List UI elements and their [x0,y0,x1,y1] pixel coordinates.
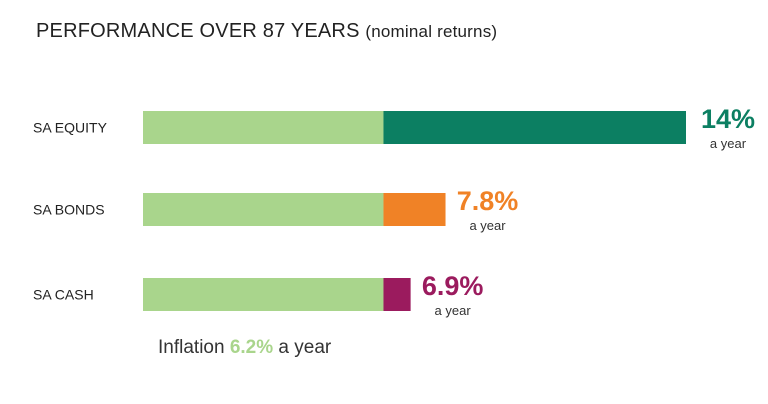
bar-sa-equity [383,111,686,144]
inflation-bar-sa-bonds [143,193,384,226]
inflation-bar-sa-equity [143,111,384,144]
unit-label-sa-bonds: a year [469,218,506,233]
value-label-sa-equity: 14% [701,104,755,134]
inflation-suffix: a year [278,337,332,358]
category-label-sa-equity: SA EQUITY [33,120,108,136]
value-label-sa-cash: 6.9% [422,271,484,301]
category-label-sa-cash: SA CASH [33,287,94,303]
inflation-prefix: Inflation [158,337,225,358]
value-label-sa-bonds: 7.8% [457,186,519,216]
inflation-note: Inflation 6.2% a year [158,337,331,359]
category-label-sa-bonds: SA BONDS [33,202,105,218]
chart-title: PERFORMANCE OVER 87 YEARS (nominal retur… [36,20,497,43]
chart-title-main: PERFORMANCE OVER 87 YEARS [36,20,360,42]
bar-sa-cash [383,278,411,311]
unit-label-sa-equity: a year [710,136,747,151]
bar-sa-bonds [383,193,446,226]
inflation-value: 6.2% [229,337,274,358]
chart-subtitle: (nominal returns) [365,22,498,41]
inflation-bar-sa-cash [143,278,384,311]
unit-label-sa-cash: a year [435,303,472,318]
